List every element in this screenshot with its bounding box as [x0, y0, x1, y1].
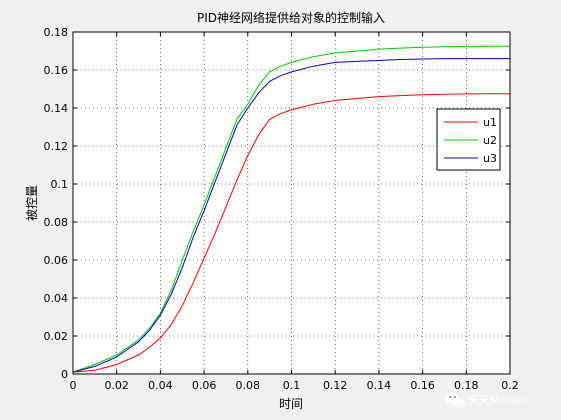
x-tick-label: 0.2 — [501, 379, 519, 392]
series-line-u3 — [72, 58, 510, 373]
series-group — [72, 45, 510, 373]
x-tick-label: 0.04 — [148, 379, 173, 392]
ticks — [72, 31, 511, 375]
y-tick-label: 0.16 — [44, 64, 69, 77]
series-line-u2 — [72, 45, 510, 373]
y-tick-label: 0.06 — [44, 254, 69, 267]
y-tick-label: 0.02 — [44, 330, 69, 343]
chart-title: PID神经网络提供给对象的控制输入 — [197, 10, 385, 25]
x-tick-label: 0.16 — [410, 379, 435, 392]
legend: u1 u2 u3 — [436, 108, 501, 171]
y-tick-labels: 0 0.02 0.04 0.06 0.08 0.1 0.12 0.14 0.16 0.18 — [44, 26, 69, 381]
x-tick-label: 0.1 — [283, 379, 301, 392]
x-tick-label: 0 — [70, 379, 77, 392]
y-tick-label: 0.1 — [51, 178, 69, 191]
y-tick-label: 0 — [61, 368, 68, 381]
x-tick-label: 0.12 — [323, 379, 348, 392]
x-tick-label: 0.02 — [104, 379, 129, 392]
plot-area — [73, 32, 510, 374]
wechat-logo-icon — [445, 392, 465, 408]
legend-label-u2: u2 — [483, 134, 497, 147]
x-tick-labels: 0 0.02 0.04 0.06 0.08 0.1 0.12 0.14 0.16 0.18 0.2 — [70, 379, 519, 392]
y-tick-label: 0.04 — [44, 292, 69, 305]
legend-label-u1: u1 — [483, 116, 497, 129]
y-tick-label: 0.14 — [44, 102, 69, 115]
y-tick-label: 0.12 — [44, 140, 69, 153]
y-tick-label: 0.18 — [44, 26, 69, 39]
x-tick-label: 0.06 — [192, 379, 217, 392]
series-line-u1 — [72, 93, 510, 373]
y-tick-label: 0.08 — [44, 216, 69, 229]
x-tick-label: 0.08 — [236, 379, 261, 392]
watermark: 天天Matlab — [445, 392, 527, 408]
x-tick-label: 0.18 — [454, 379, 479, 392]
legend-label-u3: u3 — [483, 152, 497, 165]
x-axis-label: 时间 — [279, 397, 303, 411]
y-axis-label: 被控量 — [25, 185, 39, 221]
watermark-text: 天天Matlab — [468, 394, 527, 407]
x-tick-label: 0.14 — [367, 379, 392, 392]
